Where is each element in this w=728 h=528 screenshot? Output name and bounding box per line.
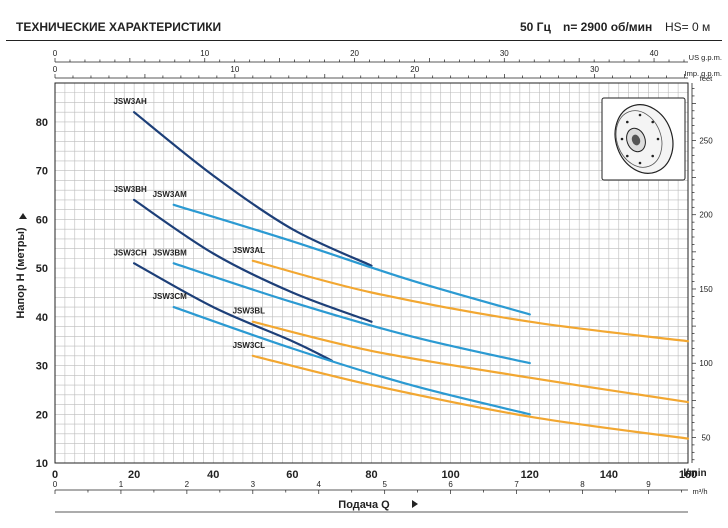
y-tick-label: 70: [36, 166, 48, 178]
impeller-bolt: [651, 120, 654, 124]
feet-axis-label: feet: [700, 74, 713, 83]
header-bar: ТЕХНИЧЕСКИЕ ХАРАКТЕРИСТИКИ 50 Гц n= 2900…: [0, 0, 728, 46]
x-tick-label: 160: [679, 469, 697, 481]
us-gpm-tick-label: 0: [53, 49, 58, 58]
y-tick-label: 20: [36, 409, 48, 421]
m3h-tick-label: 7: [514, 480, 519, 489]
m3h-tick-label: 5: [382, 480, 387, 489]
m3h-tick-label: 1: [119, 480, 124, 489]
series-label-jsw3al: JSW3AL: [233, 246, 266, 255]
series-label-jsw3bh: JSW3BH: [113, 185, 147, 194]
series-label-jsw3bl: JSW3BL: [233, 307, 266, 316]
imp-gpm-tick-label: 20: [410, 65, 419, 74]
x-tick-label: 0: [52, 469, 58, 481]
series-line-jsw3bm: [172, 262, 531, 365]
m3h-tick-label: 9: [646, 480, 651, 489]
x-tick-label: 100: [441, 469, 459, 481]
chart-grid: [54, 82, 689, 464]
feet-tick-label: 250: [699, 136, 713, 145]
m3h-tick-label: 0: [53, 480, 58, 489]
y-axis-arrow-icon: [19, 213, 27, 219]
series-label-jsw3ah: JSW3AH: [113, 97, 147, 106]
x-axis-title: Подача Q: [338, 499, 390, 511]
x-tick-label: 140: [600, 469, 618, 481]
series-label-jsw3bm: JSW3BM: [153, 248, 188, 257]
series-labels: JSW3AH JSW3BH JSW3CH JSW3AM JSW3BM JSW3CM JSW3…: [113, 97, 265, 350]
x-tick-label: 120: [521, 469, 539, 481]
series-label-jsw3cl: JSW3CL: [233, 341, 266, 350]
impeller-bolt: [626, 154, 629, 158]
x-axis-arrow-icon: [412, 500, 418, 508]
series-line-jsw3bl: [251, 320, 690, 404]
imp-gpm-axis-label: Imp. g.p.m.: [684, 69, 722, 78]
series-line-jsw3am: [172, 203, 531, 316]
page-title: ТЕХНИЧЕСКИЕ ХАРАКТЕРИСТИКИ: [16, 20, 222, 34]
y-tick-label: 50: [36, 263, 48, 275]
pump-impeller-icon: [601, 97, 686, 181]
y-tick-label: 40: [36, 312, 48, 324]
suction-height-label: HS= 0 м: [665, 20, 711, 34]
impeller-inner-ring: [615, 110, 663, 168]
feet-tick-label: 50: [702, 433, 711, 442]
us-gpm-tick-label: 20: [350, 49, 359, 58]
y-tick-label: 10: [36, 458, 48, 470]
x-tick-label: 60: [286, 469, 298, 481]
impeller-bolt: [656, 137, 660, 141]
m3h-tick-label: 2: [185, 480, 190, 489]
y-tick-label: 60: [36, 214, 48, 226]
imp-gpm-tick-label: 30: [590, 65, 599, 74]
chart-axes: 0 10 20 30 40 US g.p.m.0 10 20 30 Imp. g.p.m.0 1 2 3…: [15, 49, 722, 513]
feet-tick-label: 100: [699, 359, 713, 368]
series-label-jsw3ch: JSW3CH: [113, 248, 147, 257]
m3h-axis-label: m³/h: [693, 487, 708, 496]
y-axis-title: Напор H (метры): [15, 227, 27, 318]
feet-tick-label: 150: [699, 285, 713, 294]
impeller-bolt: [620, 137, 624, 141]
m3h-tick-label: 8: [580, 480, 585, 489]
x-tick-label: 80: [365, 469, 377, 481]
us-gpm-tick-label: 40: [650, 49, 659, 58]
series-line-jsw3al: [251, 259, 690, 343]
impeller-bolt: [638, 113, 642, 117]
x-unit-label: l/min: [683, 468, 706, 479]
plot-frame: [54, 82, 689, 464]
impeller-shaft: [631, 134, 641, 146]
frequency-label: 50 Гц: [520, 20, 551, 34]
chart-series: [133, 111, 690, 440]
m3h-tick-label: 6: [448, 480, 453, 489]
series-line-jsw3bh: [133, 198, 373, 323]
us-gpm-axis-label: US g.p.m.: [689, 53, 722, 62]
imp-gpm-tick-label: 10: [230, 65, 239, 74]
us-gpm-tick-label: 10: [200, 49, 209, 58]
series-line-jsw3cm: [172, 306, 531, 416]
x-tick-label: 40: [207, 469, 219, 481]
series-label-jsw3cm: JSW3CM: [153, 292, 188, 301]
series-line-jsw3ah: [133, 111, 373, 267]
speed-label: n= 2900 об/мин: [563, 20, 653, 34]
y-tick-label: 30: [36, 361, 48, 373]
imp-gpm-tick-label: 0: [53, 65, 58, 74]
chart-frame: [54, 82, 689, 464]
feet-tick-label: 200: [699, 211, 713, 220]
x-tick-label: 20: [128, 469, 140, 481]
impeller-bolt: [651, 154, 654, 158]
us-gpm-tick-label: 30: [500, 49, 509, 58]
series-line-jsw3ch: [133, 262, 333, 362]
series-label-jsw3am: JSW3AM: [153, 190, 188, 199]
m3h-tick-label: 4: [317, 480, 322, 489]
impeller-bolt: [638, 161, 642, 165]
y-tick-label: 80: [36, 117, 48, 129]
impeller-bolt: [626, 120, 629, 124]
header-divider: [6, 40, 722, 41]
m3h-tick-label: 3: [251, 480, 256, 489]
series-line-jsw3cl: [251, 354, 690, 440]
